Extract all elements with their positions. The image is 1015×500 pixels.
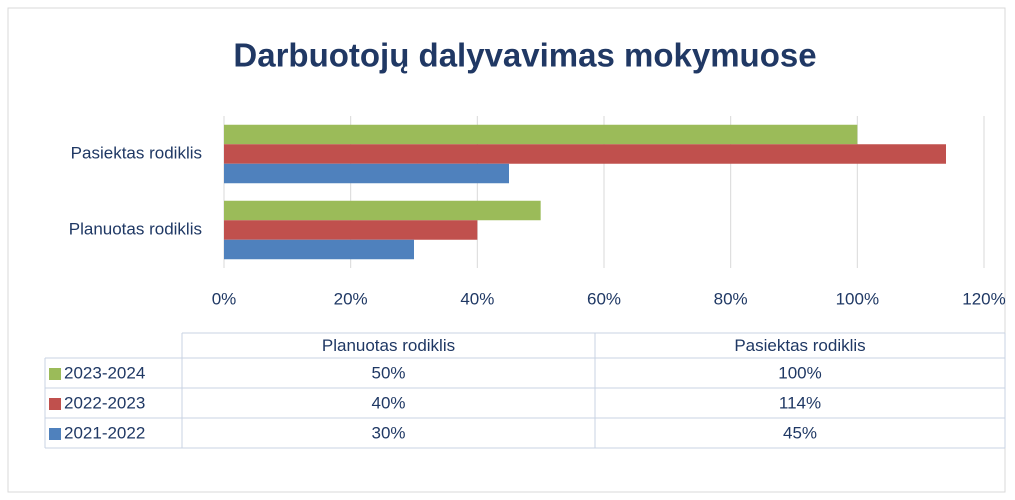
table-value: 114% [779, 393, 821, 412]
legend-key [49, 428, 61, 440]
bar [224, 220, 478, 240]
legend-key [49, 398, 61, 410]
table-value: 50% [371, 363, 405, 382]
bar [224, 200, 541, 221]
x-tick-label: 100% [836, 289, 879, 308]
x-tick-label: 40% [460, 289, 494, 308]
y-tick-label: Planuotas rodiklis [69, 219, 202, 238]
y-tick-label: Pasiektas rodiklis [71, 143, 202, 162]
table-header: Planuotas rodiklis [322, 336, 455, 355]
x-tick-label: 80% [714, 289, 748, 308]
table-value: 45% [783, 423, 817, 442]
x-tick-label: 20% [334, 289, 368, 308]
table-header: Pasiektas rodiklis [734, 336, 865, 355]
x-tick-label: 120% [962, 289, 1005, 308]
chart-title: Darbuotojų dalyvavimas mokymuose [233, 37, 816, 74]
bar [224, 124, 858, 145]
legend-key [49, 368, 61, 380]
table-value: 40% [371, 393, 405, 412]
bar [224, 144, 946, 164]
x-tick-label: 0% [212, 289, 237, 308]
bar [224, 239, 414, 260]
bar [224, 163, 509, 184]
x-tick-label: 60% [587, 289, 621, 308]
table-value: 100% [778, 363, 821, 382]
table-value: 30% [371, 423, 405, 442]
legend-label: 2022-2023 [64, 393, 145, 412]
legend-label: 2021-2022 [64, 423, 145, 442]
chart-border [7, 7, 1006, 493]
legend-label: 2023-2024 [64, 363, 145, 382]
